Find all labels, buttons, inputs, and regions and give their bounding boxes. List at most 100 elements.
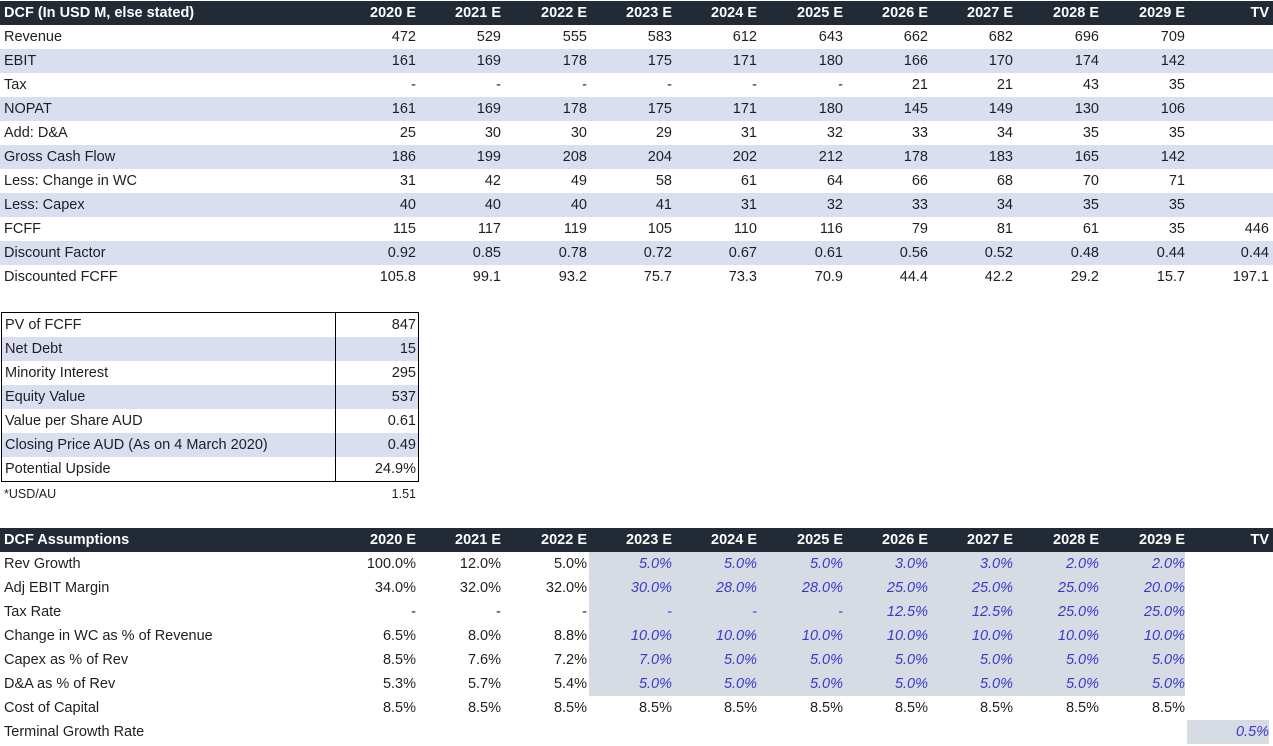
dcf-cell-2028: 35 [1082, 125, 1099, 141]
assumptions-cell-2024: 10.0% [715, 628, 757, 644]
assumptions-cell-2029: 8.5% [1151, 700, 1185, 716]
dcf-row-label: Less: Capex [4, 197, 85, 213]
summary-row-minority-interest: Minority Interest 295 [2, 361, 418, 385]
assumptions-cell-2022: 8.8% [553, 628, 587, 644]
dcf-cell-tv [1185, 193, 1269, 217]
dcf-row-label: NOPAT [4, 101, 52, 117]
assumptions-header-2029: 2029 E [1139, 532, 1185, 548]
dcf-cell-2026: 166 [903, 53, 928, 69]
assumptions-row-cost-of-capital: Cost of Capital 8.5% 8.5% 8.5% 8.5% 8.5% 8.5% 8… [0, 696, 1273, 720]
dcf-row-fcff: FCFF 115 117 119 105 110 116 79 81 61 35 446 [0, 217, 1273, 241]
fx-note-row: *USD/AU 1.51 [0, 482, 1273, 506]
dcf-cell-2022: 49 [570, 173, 587, 189]
dcf-cell-2027: 34 [996, 197, 1013, 213]
dcf-cell-2022: 178 [562, 101, 587, 117]
summary-label: Net Debt [5, 341, 63, 357]
dcf-cell-2022: 93.2 [558, 269, 587, 285]
dcf-row-label: Revenue [4, 29, 63, 45]
dcf-cell-2024: 31 [740, 125, 757, 141]
dcf-cell-2023: 204 [647, 149, 672, 165]
dcf-cell-2020: - [411, 77, 416, 93]
dcf-cell-2021: 169 [476, 101, 501, 117]
assumptions-row-tax-rate: Tax Rate - - - - - - 12.5% 12.5% 25.0% 25.0% [0, 600, 1273, 624]
assumptions-cell-2023: 8.5% [638, 700, 672, 716]
assumptions-cell-2025 [757, 720, 843, 744]
dcf-row-label: Less: Change in WC [4, 173, 137, 189]
dcf-header-title: DCF (In USD M, else stated) [4, 5, 195, 21]
assumptions-cell-2027: 3.0% [979, 556, 1013, 572]
assumptions-row-label: Adj EBIT Margin [4, 580, 110, 596]
assumptions-cell-tv [1185, 600, 1269, 624]
summary-value: 15 [399, 341, 416, 357]
dcf-cell-2023: 105 [647, 221, 672, 237]
assumptions-row-label: Capex as % of Rev [4, 652, 129, 668]
assumptions-header-2021: 2021 E [455, 532, 501, 548]
dcf-row-label: Tax [4, 77, 27, 93]
dcf-header-2022: 2022 E [541, 5, 587, 21]
dcf-cell-2020: 186 [391, 149, 416, 165]
assumptions-header-title: DCF Assumptions [4, 532, 130, 548]
assumptions-cell-2024: - [752, 604, 757, 620]
dcf-cell-tv [1185, 169, 1269, 193]
dcf-cell-2029: 106 [1160, 101, 1185, 117]
dcf-cell-tv [1185, 25, 1269, 49]
dcf-header-2029: 2029 E [1139, 5, 1185, 21]
assumptions-cell-2023: 7.0% [638, 652, 672, 668]
assumptions-cell-2025: 5.0% [809, 676, 843, 692]
dcf-cell-2021: 42 [484, 173, 501, 189]
assumptions-cell-2021: 8.5% [467, 700, 501, 716]
summary-label: Equity Value [5, 389, 86, 405]
assumptions-cell-2028: 8.5% [1065, 700, 1099, 716]
dcf-cell-tv [1185, 49, 1269, 73]
assumptions-cell-2022: - [582, 604, 587, 620]
dcf-row-nopat: NOPAT 161 169 178 175 171 180 145 149 130 106 [0, 97, 1273, 121]
fx-note-label: *USD/AU [4, 487, 57, 501]
summary-value: 295 [391, 365, 416, 381]
dcf-cell-2026: 0.56 [899, 245, 928, 261]
assumptions-row-d-a-as-of-rev: D&A as % of Rev 5.3% 5.7% 5.4% 5.0% 5.0% 5.0% 5… [0, 672, 1273, 696]
dcf-row-label: EBIT [4, 53, 37, 69]
assumptions-cell-2028: 25.0% [1057, 604, 1099, 620]
assumptions-cell-2021: 7.6% [467, 652, 501, 668]
assumptions-cell-2029: 2.0% [1151, 556, 1185, 572]
assumptions-cell-2023: 30.0% [630, 580, 672, 596]
dcf-cell-2022: 40 [570, 197, 587, 213]
assumptions-header-2020: 2020 E [370, 532, 416, 548]
assumptions-cell-2024: 28.0% [715, 580, 757, 596]
dcf-cell-2020: 0.92 [387, 245, 416, 261]
dcf-header-2020: 2020 E [370, 5, 416, 21]
assumptions-cell-2024: 5.0% [723, 676, 757, 692]
dcf-cell-2029: 709 [1160, 29, 1185, 45]
assumptions-cell-2028: 2.0% [1065, 556, 1099, 572]
dcf-cell-2023: 0.72 [643, 245, 672, 261]
dcf-cell-2028: 29.2 [1070, 269, 1099, 285]
dcf-cell-2025: 0.61 [814, 245, 843, 261]
assumptions-cell-2028 [1013, 720, 1099, 744]
dcf-cell-2021: - [496, 77, 501, 93]
dcf-cell-2025: 116 [819, 221, 843, 237]
dcf-cell-2024: 612 [732, 29, 757, 45]
assumptions-cell-tv [1185, 648, 1269, 672]
assumptions-cell-2028: 10.0% [1057, 628, 1099, 644]
dcf-cell-2021: 199 [476, 149, 501, 165]
summary-value: 0.49 [387, 437, 416, 453]
assumptions-cell-2021: - [496, 604, 501, 620]
dcf-cell-2023: - [667, 77, 672, 93]
summary-label: PV of FCFF [5, 317, 82, 333]
assumptions-cell-2022: 8.5% [553, 700, 587, 716]
dcf-cell-2021: 40 [484, 197, 501, 213]
dcf-cell-2027: 170 [988, 53, 1013, 69]
assumptions-cell-2022: 32.0% [545, 580, 587, 596]
assumptions-cell-2025: 10.0% [801, 628, 843, 644]
dcf-cell-2028: 0.48 [1070, 245, 1099, 261]
assumptions-cell-2020: 6.5% [382, 628, 416, 644]
dcf-cell-2024: 171 [732, 53, 757, 69]
assumptions-cell-2027: 25.0% [971, 580, 1013, 596]
dcf-cell-2026: 33 [911, 125, 928, 141]
assumptions-cell-2028: 5.0% [1065, 652, 1099, 668]
assumptions-cell-2022: 7.2% [553, 652, 587, 668]
assumptions-cell-tv [1185, 672, 1269, 696]
dcf-cell-2029: 142 [1160, 149, 1185, 165]
dcf-cell-2026: 33 [911, 197, 928, 213]
dcf-cell-2020: 161 [391, 53, 416, 69]
